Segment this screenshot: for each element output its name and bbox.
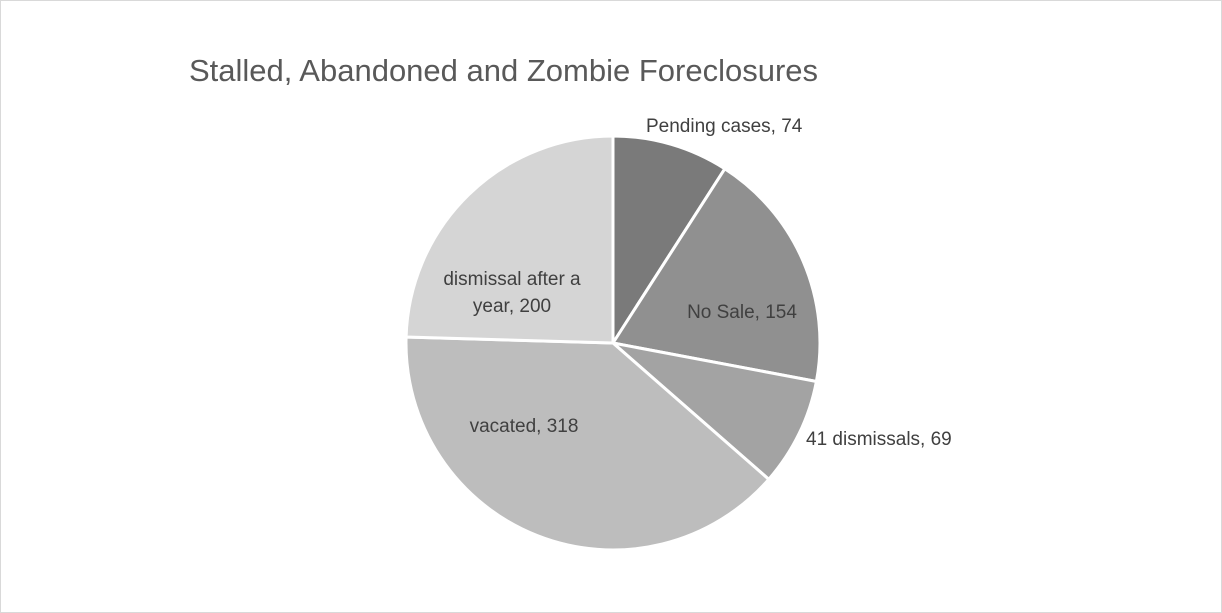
pie-slice-dismissal-after-a-year (404, 134, 615, 345)
data-label-dismissal-after-a-year: dismissal after a year, 200 (443, 269, 581, 317)
chart-title: Stalled, Abandoned and Zombie Foreclosur… (189, 53, 819, 88)
pie-slice-41-dismissals (607, 340, 819, 482)
pie-slice-vacated (404, 335, 771, 552)
data-label-41-dismissals: 41 dismissals, 69 (806, 429, 952, 450)
data-label-vacated: vacated, 318 (470, 416, 579, 437)
data-label-no-sale: No Sale, 154 (687, 302, 797, 323)
pie-slice-pending-cases (611, 134, 727, 349)
pie-slice-no-sale (610, 166, 822, 384)
data-label-pending-cases: Pending cases, 74 (646, 116, 803, 137)
